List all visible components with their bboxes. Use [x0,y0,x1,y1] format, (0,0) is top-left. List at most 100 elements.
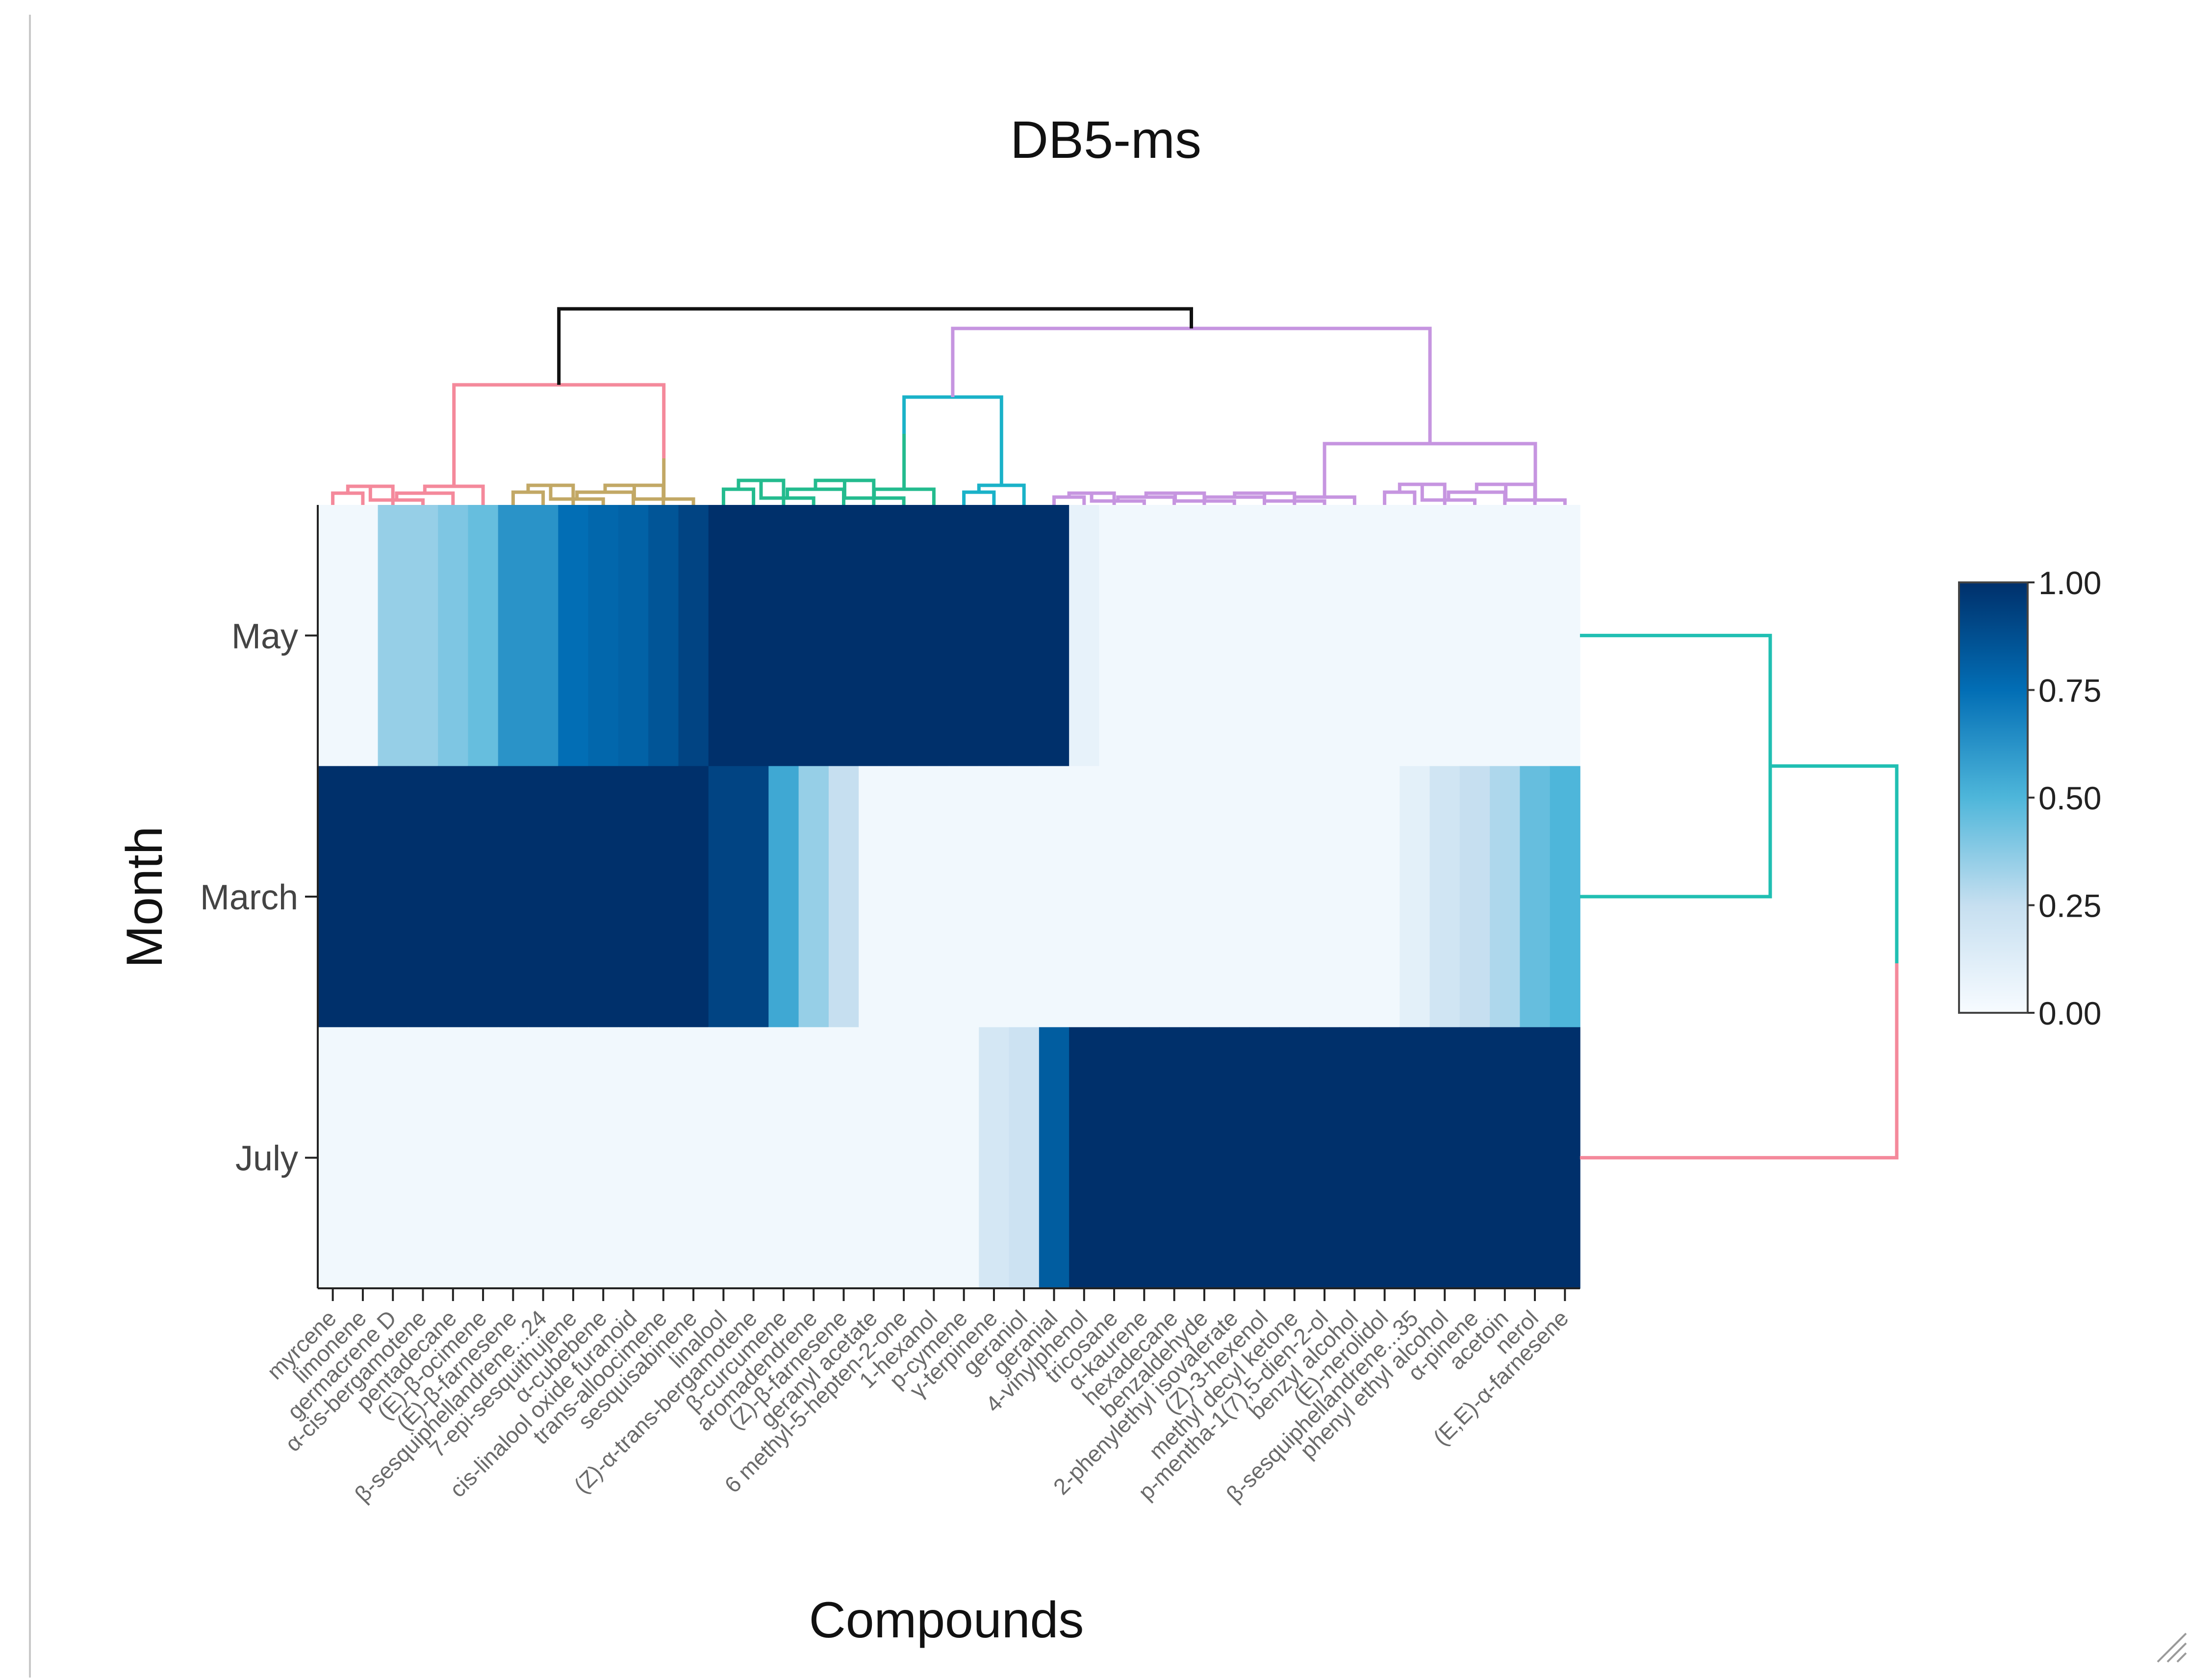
dendro-link [721,487,756,505]
heatmap-cell [1129,1027,1160,1289]
heatmap-cell [708,1027,739,1289]
heatmap-cell [1370,1027,1400,1289]
heatmap-cell [1520,505,1551,767]
heatmap-cell [979,505,1010,767]
heatmap-cell [588,505,619,767]
heatmap-cell [438,766,469,1028]
heatmap-cell [1370,766,1400,1028]
heatmap-cell [1459,505,1490,767]
y-axis-title: Month [116,826,173,968]
heatmap-cell [1129,766,1160,1028]
heatmap-cells [318,505,1580,1289]
heatmap-cell [1520,1027,1551,1289]
heatmap-cell [859,766,890,1028]
heatmap-cell [1490,505,1521,767]
heatmap-cell [438,505,469,767]
heatmap-cell [859,505,890,767]
heatmap-cell [768,766,799,1028]
colorbar-tick-label: 0.25 [2038,888,2101,924]
x-axis-title: Compounds [809,1592,1084,1649]
heatmap-cell [1249,1027,1280,1289]
heatmap-cell [768,1027,799,1289]
heatmap-cell [1339,766,1370,1028]
colorbar-tick-label: 0.75 [2038,673,2101,709]
heatmap-cell [798,766,829,1028]
heatmap-cell [1550,505,1580,767]
heatmap-cell [648,505,679,767]
heatmap-cell [318,766,349,1028]
dendro-root-link [557,307,1193,385]
heatmap-cell [558,505,589,767]
heatmap-cell [1279,766,1310,1028]
heatmap-cell [1339,1027,1370,1289]
heatmap-cell [1099,505,1130,767]
heatmap-cell [1009,505,1040,767]
heatmap-cell [1159,1027,1190,1289]
heatmap-cell [498,766,529,1028]
heatmap-cell [1309,505,1340,767]
chart-title: DB5-ms [1010,110,1201,169]
heatmap-cell [1039,505,1069,767]
heatmap-cell [1009,1027,1040,1289]
heatmap-cell [828,766,859,1028]
heatmap-cell [1039,766,1069,1028]
heatmap-cell [979,1027,1010,1289]
heatmap-cell [648,766,679,1028]
heatmap-cell [318,505,349,767]
heatmap-cell [498,505,529,767]
heatmap-cell [1550,766,1580,1028]
resize-grip-icon[interactable] [2157,1632,2187,1663]
heatmap-cell [1189,766,1220,1028]
colorbar-tick-label: 1.00 [2038,565,2101,601]
dendro-link [977,483,1026,505]
heatmap-cell [1099,766,1130,1028]
heatmap-cell [889,505,919,767]
heatmap-cell [708,766,739,1028]
heatmap-cell [889,766,919,1028]
heatmap-cell [1490,766,1521,1028]
heatmap-cell [348,766,379,1028]
heatmap-cell [1219,505,1250,767]
heatmap-cell [918,1027,949,1289]
heatmap-cell [918,766,949,1028]
heatmap-cell [1069,1027,1100,1289]
dendro-link [1052,495,1086,505]
heatmap-cell [1279,505,1310,767]
dendro-link [452,383,666,458]
heatmap-cell [468,766,499,1028]
colorbar-tick-label: 0.50 [2038,780,2101,816]
heatmap-cell [1219,766,1250,1028]
dendro-link [1383,490,1417,505]
column-dendrogram [331,307,1567,505]
heatmap-cell [1129,505,1160,767]
heatmap-cell [949,766,980,1028]
heatmap-cell [528,766,559,1028]
heatmap-cell [558,1027,589,1289]
heatmap-cell [1249,505,1280,767]
heatmap-cell [618,1027,649,1289]
heatmap-cell [378,1027,408,1289]
heatmap-cell [1249,766,1280,1028]
y-tick-label: March [200,878,298,917]
heatmap-cell [1429,766,1460,1028]
heatmap-cell [1400,505,1430,767]
dendro-link [902,395,1003,485]
heatmap-cell [708,505,739,767]
heatmap-cell [528,505,559,767]
heatmap-cell [738,1027,769,1289]
heatmap-cell [1400,766,1430,1028]
heatmap-cell [1159,766,1190,1028]
heatmap-cell [468,1027,499,1289]
y-axis: May March July [200,505,319,1288]
heatmap-cell [1520,766,1551,1028]
heatmap-cell [798,505,829,767]
heatmap-cell [407,505,438,767]
heatmap-cell [378,766,408,1028]
y-tick-label: May [231,617,298,656]
colorbar: 0.00 0.25 0.50 0.75 1.00 [1958,565,2101,1031]
heatmap-cell [1459,1027,1490,1289]
heatmap-cell [1069,766,1100,1028]
heatmap-cell [1219,1027,1250,1289]
